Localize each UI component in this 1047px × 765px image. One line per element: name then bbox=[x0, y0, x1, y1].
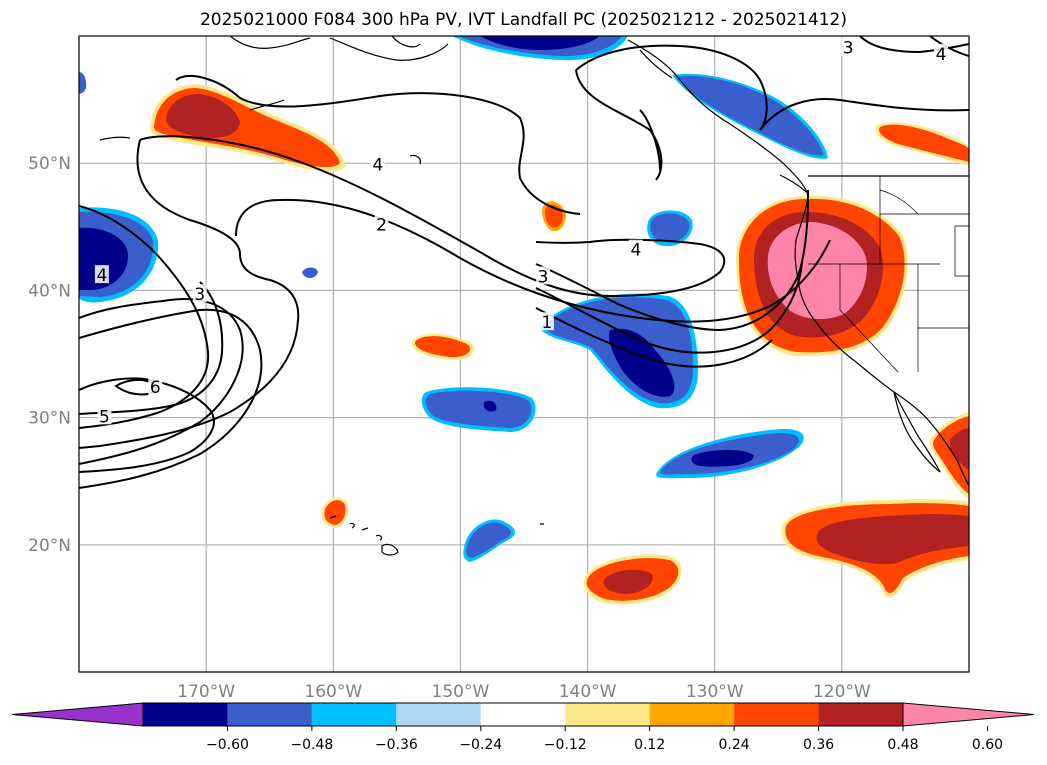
colorbar-label: 0.36 bbox=[803, 737, 834, 753]
contour-west-2 bbox=[79, 298, 244, 465]
contour-label: 2 bbox=[376, 215, 387, 235]
contour-label: 3 bbox=[843, 38, 854, 58]
map-area: 2 3 4 1 3 5 6 4 4 3 4 bbox=[79, 36, 969, 672]
islands-hawaii bbox=[329, 515, 399, 556]
contour-label: 4 bbox=[936, 45, 947, 65]
colorbar-segment bbox=[649, 703, 735, 726]
colorbar-segment bbox=[565, 703, 650, 726]
contour-label-bg bbox=[536, 266, 551, 285]
colorbar: −0.60 −0.48 −0.36 −0.24 −0.12 0.12 0.24 0.36 0.4… bbox=[11, 702, 1035, 753]
colorbar-segment bbox=[818, 703, 903, 726]
coastline-baja bbox=[893, 391, 941, 473]
contour-label-bg bbox=[934, 43, 949, 62]
coastline-us-west bbox=[794, 195, 969, 487]
contour-label: 1 bbox=[541, 313, 552, 333]
lat-label: 30°N bbox=[28, 409, 71, 429]
colorbar-label: −0.48 bbox=[290, 737, 333, 753]
colorbar-segment bbox=[227, 703, 312, 726]
colorbar-label: 0.60 bbox=[972, 737, 1003, 753]
lat-label: 20°N bbox=[28, 536, 71, 556]
colorbar-segment bbox=[734, 703, 819, 726]
colorbar-segment bbox=[396, 703, 481, 726]
lon-label: 170°W bbox=[177, 682, 235, 702]
contour-west-3 bbox=[79, 308, 263, 489]
contour-label-bg bbox=[374, 214, 389, 233]
longitude-labels: 170°W 160°W 150°W 140°W 130°W 120°W bbox=[177, 682, 871, 702]
contour-label-bg bbox=[97, 406, 112, 425]
contour-label-bg bbox=[628, 239, 643, 258]
colorbar-segment bbox=[480, 703, 566, 726]
coastline-bc bbox=[627, 39, 809, 197]
colorbar-label: −0.24 bbox=[459, 737, 502, 753]
colorbar-segment bbox=[311, 703, 397, 726]
contour-west-5 bbox=[79, 281, 224, 415]
lat-label: 50°N bbox=[28, 154, 71, 174]
contour-1-inner bbox=[175, 75, 581, 215]
colorbar-label: −0.36 bbox=[375, 737, 418, 753]
contour-label: 4 bbox=[96, 266, 107, 286]
map-frame bbox=[78, 35, 970, 673]
contour-label-bg bbox=[539, 312, 554, 331]
contour-2 bbox=[235, 198, 831, 323]
contour-label: 6 bbox=[150, 378, 161, 398]
contour-east-1 bbox=[535, 189, 809, 332]
contour-label: 3 bbox=[538, 267, 549, 287]
contour-east-3 bbox=[535, 307, 773, 368]
colorbar-label: 0.48 bbox=[887, 737, 918, 753]
contour-label-bg bbox=[370, 154, 385, 173]
contour-4 bbox=[79, 139, 300, 449]
contour-labels: 2 3 4 1 3 5 6 4 4 3 4 bbox=[94, 37, 949, 427]
colorbar-extend-high bbox=[902, 702, 1035, 727]
contour-label: 4 bbox=[630, 241, 641, 261]
contour-west-4 bbox=[79, 377, 215, 473]
contour-label: 4 bbox=[372, 155, 383, 175]
contour-label-bg bbox=[841, 37, 856, 56]
colorbar-extend-low bbox=[11, 702, 144, 727]
lon-label: 160°W bbox=[304, 682, 362, 702]
contour-label-bg bbox=[94, 265, 109, 284]
contour-label: 3 bbox=[194, 285, 205, 305]
contour-north-east-2 bbox=[575, 69, 663, 181]
contour-label-bg bbox=[192, 284, 207, 303]
colorbar-label: −0.60 bbox=[206, 737, 249, 753]
colorbar-label: 0.24 bbox=[719, 737, 750, 753]
colorbar-frame bbox=[142, 702, 904, 727]
colorbar-label: −0.12 bbox=[544, 737, 587, 753]
contour-west-1 bbox=[79, 205, 210, 429]
contour-label: 5 bbox=[99, 407, 110, 427]
colorbar-segment bbox=[143, 703, 228, 726]
pv-contours bbox=[79, 36, 969, 489]
contour-east-2 bbox=[535, 261, 803, 354]
figure-title: 2025021000 F084 300 hPa PV, IVT Landfall… bbox=[199, 10, 847, 30]
colorbar-label: 0.12 bbox=[634, 737, 665, 753]
state-borders bbox=[808, 176, 969, 373]
lon-label: 150°W bbox=[432, 682, 490, 702]
lon-label: 140°W bbox=[559, 682, 617, 702]
positive-anomalies bbox=[150, 84, 969, 605]
lat-label: 40°N bbox=[28, 281, 71, 301]
latitude-labels: 50°N 40°N 30°N 20°N bbox=[28, 154, 71, 556]
lon-label: 120°W bbox=[813, 682, 871, 702]
contour-label-bg bbox=[148, 377, 163, 396]
lon-label: 130°W bbox=[686, 682, 744, 702]
